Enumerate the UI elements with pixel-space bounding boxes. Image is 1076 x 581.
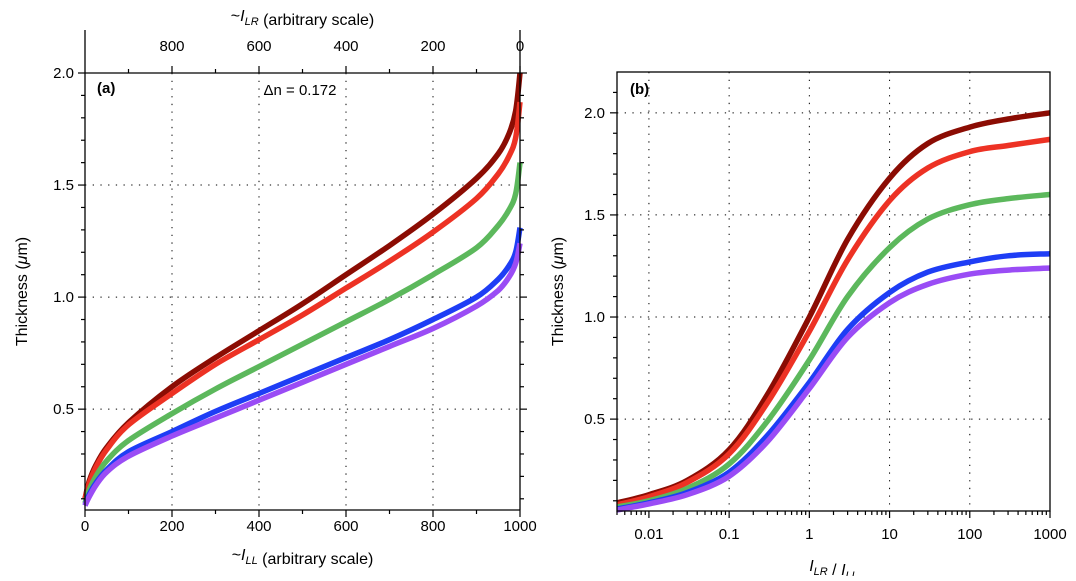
series-line bbox=[82, 227, 523, 507]
top-x-tick-label: 600 bbox=[246, 38, 271, 55]
series-line bbox=[616, 136, 1051, 508]
x-tick-label: 0.1 bbox=[719, 526, 740, 543]
x-tick-label: 0.01 bbox=[634, 526, 663, 543]
series-line bbox=[616, 191, 1051, 510]
x-tick-label: 800 bbox=[420, 518, 445, 535]
x-tick-label: 200 bbox=[159, 518, 184, 535]
top-x-tick-label: 200 bbox=[420, 38, 445, 55]
x-tick-label: 1000 bbox=[503, 518, 536, 535]
x-tick-label: 1000 bbox=[1033, 526, 1066, 543]
annotation-delta-n: Δn = 0.172 bbox=[264, 82, 337, 99]
y-axis-label: Thickness (μm) bbox=[550, 237, 567, 346]
x-tick-label: 100 bbox=[957, 526, 982, 543]
y-tick-label: 0.5 bbox=[584, 411, 605, 428]
y-tick-label: 0.5 bbox=[53, 401, 74, 418]
x-axis-label: ILR / ILL bbox=[809, 558, 858, 576]
y-axis-label: Thickness (μm) bbox=[14, 237, 31, 346]
y-tick-label: 1.5 bbox=[53, 177, 74, 194]
x-tick-label: 400 bbox=[246, 518, 271, 535]
x-tick-label: 1 bbox=[805, 526, 813, 543]
series-line bbox=[616, 265, 1051, 513]
series-line bbox=[616, 110, 1051, 506]
panel-a: 0 200 400 600 800 1000 800 600 400 200 0 0.5 1.0 1.5 2… bbox=[14, 8, 537, 568]
top-x-tick-label: 800 bbox=[159, 38, 184, 55]
plot-frame bbox=[616, 71, 1051, 512]
y-tick-label: 2.0 bbox=[53, 65, 74, 82]
x-tick-label: 10 bbox=[881, 526, 898, 543]
panel-label: (a) bbox=[97, 80, 115, 97]
top-x-axis-label: ~ILR (arbitrary scale) bbox=[231, 8, 374, 29]
panel-label: (b) bbox=[630, 81, 649, 98]
series-line bbox=[82, 101, 523, 500]
top-x-tick-label: 400 bbox=[333, 38, 358, 55]
y-tick-label: 1.0 bbox=[53, 289, 74, 306]
series-line bbox=[616, 250, 1051, 512]
panel-b: 0.01 0.1 1 10 100 1000 0.5 1.0 1.5 2.0 (b) ILR / IL… bbox=[550, 71, 1067, 581]
x-tick-label: 0 bbox=[81, 518, 89, 535]
series-line bbox=[82, 162, 523, 505]
x-tick-label: 600 bbox=[333, 518, 358, 535]
x-axis-label: ~ILL (arbitrary scale) bbox=[232, 547, 374, 568]
y-tick-label: 1.0 bbox=[584, 309, 605, 326]
y-tick-label: 2.0 bbox=[584, 105, 605, 122]
series-line bbox=[82, 242, 523, 507]
series-line bbox=[82, 72, 523, 500]
top-x-tick-label: 0 bbox=[516, 38, 524, 55]
y-tick-label: 1.5 bbox=[584, 207, 605, 224]
